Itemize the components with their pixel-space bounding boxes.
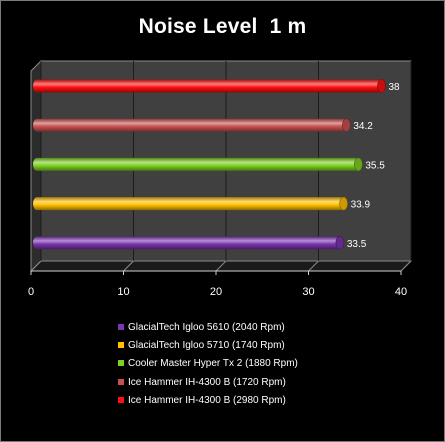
legend-item: Cooler Master Hyper Tx 2 (1880 Rpm) [118, 355, 298, 373]
legend-swatch [118, 360, 124, 367]
legend-label: Cooler Master Hyper Tx 2 (1880 Rpm) [128, 358, 298, 370]
legend-label: Ice Hammer IH-4300 B (2980 Rpm) [128, 394, 286, 406]
legend-label: GlacialTech Igloo 5610 (2040 Rpm) [128, 322, 285, 333]
legend-label: GlacialTech Igloo 5710 (1740 Rpm) [128, 340, 285, 352]
bar [33, 79, 383, 93]
legend-item: Ice Hammer IH-4300 B (1720 Rpm) [118, 374, 298, 392]
legend-swatch [118, 378, 124, 385]
bar [33, 157, 360, 171]
bar-end-cap [342, 118, 351, 132]
bar [33, 236, 341, 250]
floor-gridline [308, 260, 319, 272]
floor-gridline [123, 260, 134, 272]
bar [33, 118, 348, 132]
x-tick-label: 20 [210, 286, 222, 298]
data-label: 33.5 [347, 239, 367, 250]
legend-swatch [118, 324, 124, 330]
legend-item: GlacialTech Igloo 5710 (1740 Rpm) [118, 337, 298, 355]
legend-item: GlacialTech Igloo 5610 (2040 Rpm) [118, 319, 298, 337]
legend: GlacialTech Igloo 5610 (2040 Rpm) Glacial… [118, 319, 298, 410]
legend-swatch [118, 342, 124, 349]
legend-item: Ice Hammer IH-4300 B (2980 Rpm) [118, 392, 298, 410]
data-label: 35.5 [365, 160, 385, 171]
chart-title: Noise Level 1 m [138, 15, 307, 38]
x-tick-label: 40 [395, 286, 407, 298]
x-tick-label: 30 [302, 286, 314, 298]
bar [33, 197, 345, 211]
legend-label: Ice Hammer IH-4300 B (1720 Rpm) [128, 376, 286, 388]
x-tick-label: 0 [28, 286, 34, 298]
bar-end-cap [354, 157, 363, 172]
x-tick-label: 10 [117, 286, 129, 298]
data-label: 38 [389, 82, 401, 93]
data-label: 34.2 [353, 121, 373, 132]
floor-gridline [30, 260, 42, 272]
bar-end-cap [339, 196, 348, 211]
floor-gridline [400, 260, 412, 272]
floor-gridline [215, 260, 227, 272]
bar-end-cap [377, 79, 386, 93]
bar-end-cap [335, 236, 345, 250]
legend-swatch [118, 396, 124, 403]
data-label: 33.9 [351, 200, 371, 211]
